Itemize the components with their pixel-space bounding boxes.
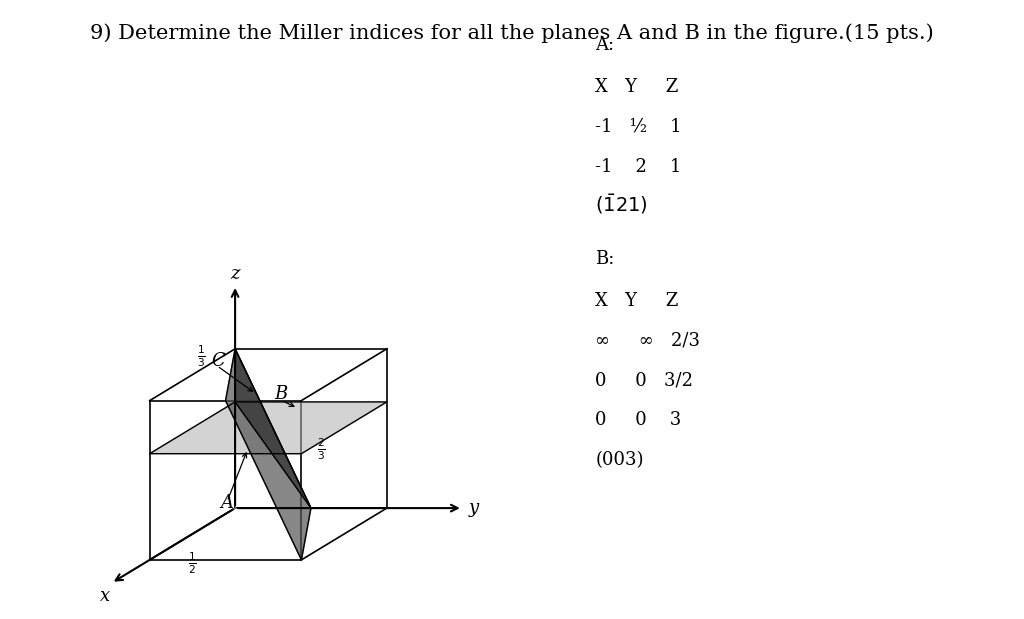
Text: -1    2    1: -1 2 1	[595, 158, 682, 176]
Text: y: y	[468, 499, 478, 517]
Polygon shape	[236, 349, 311, 508]
Text: A:: A:	[595, 36, 614, 54]
Text: $\frac{1}{3}$: $\frac{1}{3}$	[197, 343, 206, 368]
Text: $(\bar{1}21)$: $(\bar{1}21)$	[595, 192, 648, 216]
Text: z: z	[230, 265, 240, 283]
Text: B:: B:	[595, 250, 614, 268]
Text: -1   ½    1: -1 ½ 1	[595, 118, 682, 136]
Text: $\frac{1}{2}$: $\frac{1}{2}$	[188, 551, 197, 576]
Text: X   Y     Z: X Y Z	[595, 292, 679, 310]
Text: $\frac{2}{3}$: $\frac{2}{3}$	[317, 436, 326, 462]
Text: B: B	[274, 385, 288, 403]
Text: X   Y     Z: X Y Z	[595, 78, 679, 96]
Text: (003): (003)	[595, 451, 644, 469]
Text: 0     0   3/2: 0 0 3/2	[595, 371, 693, 389]
Text: ∞     ∞   2/3: ∞ ∞ 2/3	[595, 332, 700, 350]
Text: x: x	[100, 587, 110, 605]
Polygon shape	[150, 402, 387, 454]
Text: C: C	[211, 352, 225, 370]
Text: A: A	[220, 493, 233, 511]
Text: 0     0    3: 0 0 3	[595, 412, 682, 430]
Text: 9) Determine the Miller indices for all the planes A and B in the figure.(15 pts: 9) Determine the Miller indices for all …	[90, 23, 934, 43]
Polygon shape	[225, 349, 311, 560]
